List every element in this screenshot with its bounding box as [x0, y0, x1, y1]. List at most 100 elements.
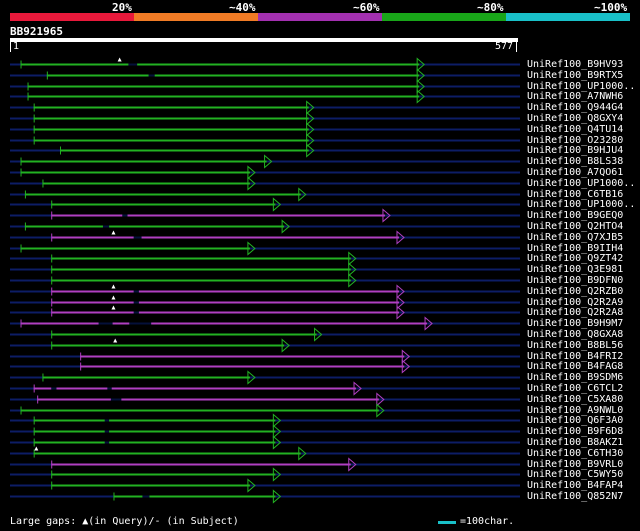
hit-label-link[interactable]: UniRef100_A7QO61	[527, 167, 624, 178]
hit-label-link[interactable]: UniRef100_Q2R2A9	[527, 297, 624, 308]
hit-end-arrow	[306, 111, 315, 126]
hit-label-link[interactable]: UniRef100_Q2R2A8	[527, 307, 624, 318]
hit-label-link[interactable]: UniRef100_B9VRL0	[527, 459, 624, 470]
hit-end-arrow	[306, 133, 315, 148]
unit-scale-swatch	[438, 521, 456, 524]
hit-end-arrow	[272, 413, 282, 428]
hit-end-arrow	[298, 446, 307, 461]
hit-end-arrow	[353, 381, 362, 396]
hit-label-link[interactable]: UniRef100_UP1000..	[527, 178, 636, 189]
hit-label-link[interactable]: UniRef100_C6TH30	[527, 448, 624, 459]
hit-end-arrow	[416, 79, 425, 94]
hit-end-arrow	[401, 359, 411, 374]
hit-label-link[interactable]: UniRef100_O23280	[527, 135, 624, 146]
ruler-end-label: 577	[495, 41, 514, 52]
hit-label-link[interactable]: UniRef100_B9F6D8	[527, 426, 624, 437]
scale-label-20: 20%	[112, 1, 132, 14]
scale-segment-cyan	[506, 13, 630, 21]
query-id-label: BB921965	[10, 25, 63, 38]
hit-end-arrow	[401, 349, 411, 364]
hit-end-arrow	[416, 57, 425, 72]
hit-end-arrow	[382, 208, 391, 223]
query-gap-marker	[117, 57, 122, 62]
ruler-end-tick	[516, 42, 517, 52]
hit-end-arrow	[247, 165, 256, 180]
unit-scale-text: =100char.	[460, 516, 515, 527]
hit-label-link[interactable]: UniRef100_Q9ZT42	[527, 253, 624, 264]
hit-end-arrow	[272, 489, 282, 504]
hit-label-link[interactable]: UniRef100_Q944G4	[527, 102, 624, 113]
hit-end-arrow	[247, 241, 256, 256]
hit-label-link[interactable]: UniRef100_A9NWL0	[527, 405, 624, 416]
scale-segment-green	[382, 13, 506, 21]
scale-label-80: ~80%	[477, 1, 504, 14]
hit-end-arrow	[376, 403, 385, 418]
hit-end-arrow	[416, 89, 425, 104]
hit-label-link[interactable]: UniRef100_B9DFN0	[527, 275, 624, 286]
hit-label-link[interactable]: UniRef100_B8LS38	[527, 156, 624, 167]
hit-label-link[interactable]: UniRef100_Q8GXA8	[527, 329, 624, 340]
hit-end-arrow	[272, 197, 282, 212]
hit-label-link[interactable]: UniRef100_Q2RZB0	[527, 286, 624, 297]
hit-label-link[interactable]: UniRef100_B4FAP4	[527, 480, 624, 491]
scale-segment-purple	[258, 13, 382, 21]
hit-label-link[interactable]: UniRef100_B9HJU4	[527, 145, 624, 156]
hit-end-arrow	[348, 262, 357, 277]
hit-end-arrow	[348, 273, 357, 288]
hit-end-arrow	[272, 467, 282, 482]
hit-label-link[interactable]: UniRef100_C5WY50	[527, 469, 624, 480]
query-gap-marker	[34, 446, 39, 451]
hit-label-link[interactable]: UniRef100_C5XA80	[527, 394, 624, 405]
scale-label-100: ~100%	[594, 1, 628, 14]
hit-end-arrow	[281, 338, 290, 353]
query-gap-marker	[111, 305, 116, 310]
hit-end-arrow	[314, 327, 323, 342]
hit-label-link[interactable]: UniRef100_Q4TU14	[527, 124, 624, 135]
query-gap-marker	[113, 338, 118, 343]
hit-end-arrow	[396, 284, 405, 299]
hit-label-link[interactable]: UniRef100_B9IIH4	[527, 243, 624, 254]
hit-label-link[interactable]: UniRef100_UP1000..	[527, 81, 636, 92]
hit-label-link[interactable]: UniRef100_C6TCL2	[527, 383, 624, 394]
hit-label-link[interactable]: UniRef100_B4FRI2	[527, 351, 624, 362]
scale-segment-orange	[134, 13, 258, 21]
hit-label-link[interactable]: UniRef100_Q6F3A0	[527, 415, 624, 426]
scale-segment-red	[10, 13, 134, 21]
hit-label-link[interactable]: UniRef100_B9RTX5	[527, 70, 624, 81]
hit-end-arrow	[247, 478, 256, 493]
hit-end-arrow	[396, 295, 405, 310]
hit-end-arrow	[306, 100, 315, 115]
query-gap-marker	[111, 284, 116, 289]
hit-label-link[interactable]: UniRef100_Q3E981	[527, 264, 624, 275]
hit-end-arrow	[424, 316, 433, 331]
hit-end-arrow	[247, 176, 256, 191]
hit-label-link[interactable]: UniRef100_B9HV93	[527, 59, 624, 70]
hit-end-arrow	[396, 305, 405, 320]
hit-end-arrow	[264, 154, 273, 169]
hit-end-arrow	[348, 457, 357, 472]
hit-end-arrow	[272, 424, 282, 439]
hit-label-link[interactable]: UniRef100_Q7XJB5	[527, 232, 624, 243]
hit-end-arrow	[396, 230, 405, 245]
hit-label-link[interactable]: UniRef100_UP1000..	[527, 199, 636, 210]
hit-end-arrow	[272, 435, 282, 450]
hit-label-link[interactable]: UniRef100_B9H9M7	[527, 318, 624, 329]
hit-label-link[interactable]: UniRef100_B8BL56	[527, 340, 624, 351]
ruler-start-tick	[10, 42, 11, 52]
hit-label-link[interactable]: UniRef100_B9GEQ0	[527, 210, 624, 221]
hit-label-link[interactable]: UniRef100_A7NWH6	[527, 91, 624, 102]
hit-end-arrow	[306, 143, 315, 158]
hit-label-link[interactable]: UniRef100_B9SDM6	[527, 372, 624, 383]
gap-legend-text: Large gaps: ▲(in Query)/- (in Subject)	[10, 516, 239, 527]
hit-end-arrow	[376, 392, 385, 407]
query-gap-marker	[111, 295, 116, 300]
query-ruler	[10, 38, 518, 42]
hit-label-link[interactable]: UniRef100_B4FAG8	[527, 361, 624, 372]
hit-label-link[interactable]: UniRef100_Q852N7	[527, 491, 624, 502]
hit-label-link[interactable]: UniRef100_B8AKZ1	[527, 437, 624, 448]
hit-label-link[interactable]: UniRef100_C6TB16	[527, 189, 624, 200]
hit-label-link[interactable]: UniRef100_Q8GXY4	[527, 113, 624, 124]
hit-label-link[interactable]: UniRef100_Q2HTO4	[527, 221, 624, 232]
scale-label-40: ~40%	[229, 1, 256, 14]
